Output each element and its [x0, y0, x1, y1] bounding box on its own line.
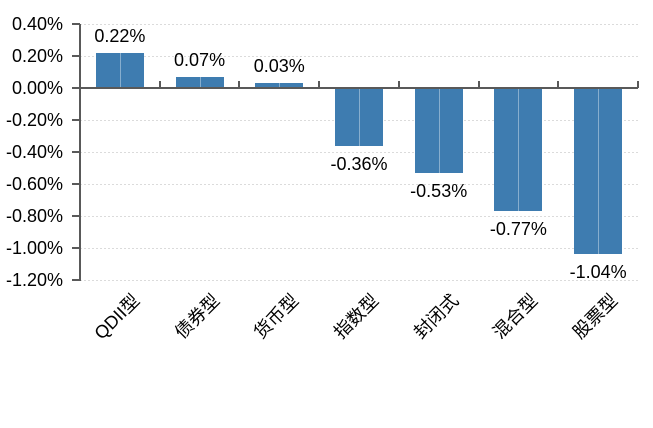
category-axis-tick [238, 81, 241, 88]
bar-股票型 [574, 88, 623, 255]
y-axis-line [79, 24, 81, 281]
data-label-股票型: -1.04% [569, 262, 627, 283]
category-axis-tick [557, 81, 560, 88]
horizontal-gridline [80, 280, 638, 281]
x-category-label-股票型: 股票型 [569, 290, 622, 343]
horizontal-gridline [80, 216, 638, 217]
bar-center-line [598, 88, 600, 255]
category-axis-tick [79, 81, 81, 88]
y-axis-tick [72, 87, 80, 89]
y-axis-tick [72, 119, 80, 121]
bar-封闭式 [414, 88, 463, 173]
x-category-label-指数型: 指数型 [330, 290, 383, 343]
bar-center-line [518, 88, 520, 212]
data-label-混合型: -0.77% [489, 219, 547, 240]
data-label-货币型: 0.03% [253, 56, 305, 77]
y-tick-label: -0.20% [5, 110, 63, 130]
y-axis-tick [72, 279, 80, 281]
horizontal-gridline [80, 248, 638, 249]
y-tick-label: 0.00% [11, 78, 63, 98]
horizontal-gridline [80, 152, 638, 153]
y-axis-tick [72, 55, 80, 57]
bar-货币型 [255, 83, 304, 88]
category-axis-tick [158, 81, 161, 88]
bar-混合型 [494, 88, 543, 212]
category-axis-tick [318, 81, 321, 88]
y-axis-tick [72, 23, 80, 25]
x-category-label-债券型: 债券型 [170, 290, 224, 343]
bar-center-line [279, 83, 281, 88]
bar-center-line [359, 88, 360, 146]
category-axis-tick [397, 81, 400, 88]
y-axis-tick [72, 151, 80, 153]
zero-axis-line [80, 87, 638, 89]
bar-center-line [438, 88, 440, 173]
x-category-label-货币型: 货币型 [250, 290, 303, 343]
x-category-label-封闭式: 封闭式 [409, 290, 463, 343]
y-tick-label: -0.60% [5, 174, 63, 194]
y-tick-label: 0.20% [11, 46, 63, 66]
y-axis-tick [72, 247, 80, 249]
bar-指数型 [335, 88, 383, 146]
y-tick-label: -1.20% [5, 270, 63, 290]
bar-QDII型 [95, 52, 144, 88]
y-tick-label: -0.40% [5, 142, 63, 162]
y-axis-tick [72, 183, 80, 185]
horizontal-gridline [80, 56, 638, 57]
data-label-封闭式: -0.53% [410, 180, 468, 201]
bar-center-line [199, 76, 201, 88]
horizontal-gridline [80, 184, 638, 185]
x-category-label-QDII型: QDII型 [90, 290, 144, 344]
bar-债券型 [175, 76, 224, 88]
y-axis-tick [72, 215, 80, 217]
y-tick-label: -0.80% [5, 206, 63, 226]
data-label-指数型: -0.36% [330, 153, 388, 174]
bar-center-line [119, 52, 121, 88]
y-tick-label: -1.00% [5, 238, 63, 258]
data-label-债券型: 0.07% [174, 49, 226, 70]
x-category-label-混合型: 混合型 [489, 290, 542, 343]
y-tick-label: 0.40% [11, 14, 63, 34]
horizontal-gridline [80, 24, 638, 25]
data-label-QDII型: 0.22% [94, 25, 146, 46]
category-axis-tick [637, 81, 639, 88]
category-axis-tick [477, 81, 480, 88]
